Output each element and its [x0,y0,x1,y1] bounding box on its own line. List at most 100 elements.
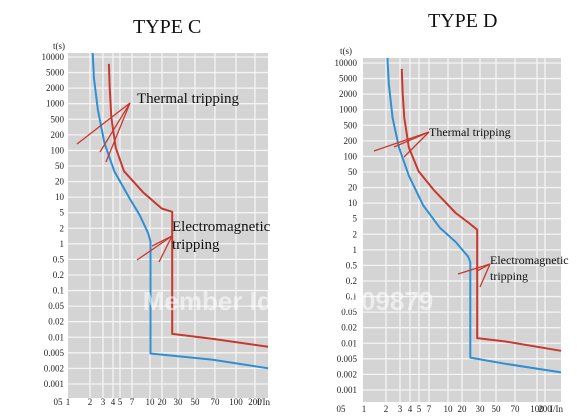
y-tick-label: 0.001 [337,385,357,395]
x-tick-label: 2 [88,397,93,407]
annotation-leader [479,263,491,288]
y-tick-label: 5000 [46,68,65,78]
y-tick-label: 200 [344,136,358,146]
x-tick-label: 10 [146,397,156,407]
curve-upper [107,63,269,348]
x-tick-label: 05 [337,404,347,414]
y-tick-label: 50 [348,167,358,177]
watermark: Member Id: 2003209879 [143,286,434,316]
y-tick-label: 500 [51,114,65,124]
y-tick-label: 0.005 [337,354,358,364]
y-tick-label: 1 [60,239,65,249]
y-tick-label: 0.002 [337,369,357,379]
x-tick-label: 5 [417,404,422,414]
annotation-thermal-tripping: Thermal tripping [429,125,511,139]
y-tick-label: 0.01 [48,332,64,342]
x-tick-label: 2 [384,404,389,414]
y-tick-label: 1000 [339,105,358,115]
y-tick-label: 0.002 [44,363,64,373]
annotation-thermal-tripping: Thermal tripping [137,91,240,107]
y-tick-label: 1 [353,245,358,255]
y-tick-label: 0.1 [346,292,357,302]
y-axis-label: t(s) [53,41,65,51]
annotation-electromagnetic-line1: Electromagnetic [172,219,271,235]
y-tick-label: 5000 [339,74,358,84]
y-tick-label: 0.02 [48,317,64,327]
x-tick-label: 50 [492,404,502,414]
curve-lower [386,57,562,374]
plot-area [68,53,268,398]
x-axis-label: I/In [257,397,270,407]
y-tick-label: 0.02 [341,323,357,333]
y-tick-label: 2 [353,229,358,239]
y-tick-label: 500 [344,120,358,130]
annotation-leader [99,102,131,153]
y-tick-label: 0.05 [48,301,64,311]
x-tick-label: 20 [158,397,168,407]
x-tick-label: 30 [174,397,184,407]
x-tick-label: 70 [211,397,221,407]
y-tick-label: 5 [353,214,358,224]
y-tick-label: 1000 [46,99,65,109]
annotation-leader [403,131,430,158]
y-tick-label: 10 [348,198,358,208]
y-tick-label: 10 [55,192,65,202]
annotation-leader [158,235,173,263]
x-tick-label: 70 [511,404,521,414]
annotation-electromagnetic-line2: tripping [172,237,220,253]
y-tick-label: 2000 [339,89,358,99]
y-tick-label: 10000 [42,52,65,62]
y-tick-label: 20 [348,183,358,193]
x-tick-label: 7 [427,404,432,414]
y-tick-label: 100 [344,151,358,161]
y-tick-label: 50 [55,161,65,171]
annotation-electromagnetic-line1: Electromagnetic [490,253,569,267]
x-tick-label: 100 [530,404,544,414]
chart-type-c: TYPE C1000050002000100050020010050201052… [42,16,271,407]
y-tick-label: 0.2 [346,276,357,286]
x-axis-label: I/In [550,404,563,414]
annotation-leader [476,263,491,272]
y-tick-label: 0.001 [44,379,64,389]
y-tick-label: 200 [51,130,65,140]
annotation-electromagnetic-line2: tripping [490,269,528,283]
y-tick-label: 0.2 [53,270,64,280]
annotation-leader [105,102,131,163]
x-tick-label: 1 [66,397,71,407]
chart-title: TYPE C [133,16,201,38]
x-tick-label: 7 [130,397,135,407]
y-tick-label: 10000 [335,58,358,68]
annotation-leader [393,131,430,148]
y-axis-label: t(s) [340,46,352,56]
y-tick-label: 5 [60,208,65,218]
x-tick-label: 1 [362,404,367,414]
y-tick-label: 0.5 [346,260,358,270]
curve-lower [91,52,269,370]
x-tick-label: 05 [54,397,64,407]
x-tick-label: 3 [398,404,403,414]
y-tick-label: 0.005 [44,348,65,358]
y-tick-label: 0.01 [341,338,357,348]
y-tick-label: 0.1 [53,286,64,296]
x-tick-label: 10 [444,404,454,414]
x-tick-label: 200 [538,404,552,414]
curve-upper [400,68,562,352]
x-tick-label: 4 [408,404,413,414]
y-tick-label: 0.5 [53,254,65,264]
y-tick-label: 0.05 [341,307,357,317]
annotation-leader [136,235,173,261]
x-tick-label: 3 [101,397,106,407]
y-tick-label: 2 [60,223,65,233]
x-tick-label: 5 [118,397,123,407]
y-tick-label: 2000 [46,83,65,93]
y-tick-label: 20 [55,177,65,187]
chart-title: TYPE D [428,10,497,32]
y-tick-label: 100 [51,145,65,155]
annotation-leader [457,263,491,275]
x-tick-label: 4 [111,397,116,407]
chart-type-d: TYPE D1000050002000100050020010050201052… [335,10,569,414]
x-tick-label: 20 [458,404,468,414]
x-tick-label: 200 [248,397,262,407]
x-tick-label: 100 [229,397,243,407]
